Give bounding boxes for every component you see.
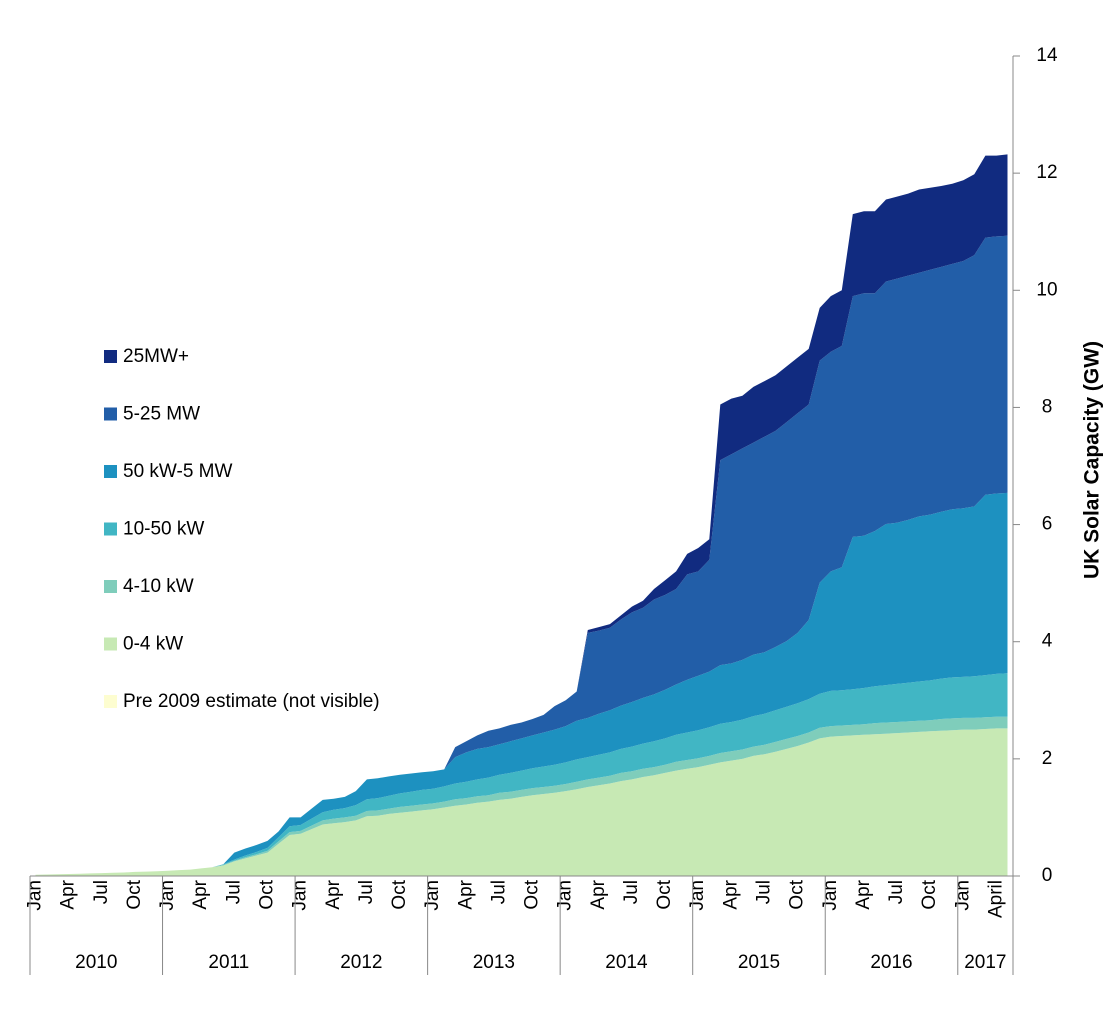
legend-label: 4-10 kW xyxy=(123,576,194,597)
legend-swatch xyxy=(104,637,117,651)
legend-swatch xyxy=(104,350,117,363)
year-label: 2011 xyxy=(208,952,249,973)
legend-swatch xyxy=(104,580,117,593)
legend-label: 0-4 kW xyxy=(123,634,183,655)
year-label: 2014 xyxy=(605,952,648,973)
x-tick-label: Apr xyxy=(588,879,609,909)
legend-swatch xyxy=(104,695,117,708)
year-label: 2017 xyxy=(964,952,1006,973)
y-tick-label: 2 xyxy=(1042,748,1053,769)
x-tick-label: Oct xyxy=(522,879,543,909)
legend-swatch xyxy=(104,522,117,536)
y-tick-label: 14 xyxy=(1036,45,1058,66)
x-tick-label: Jul xyxy=(356,880,377,904)
y-tick-label: 12 xyxy=(1036,162,1057,183)
x-tick-label: Oct xyxy=(124,879,145,909)
area xyxy=(35,154,1008,875)
area xyxy=(35,673,1008,875)
x-tick-label: Jan xyxy=(290,880,311,911)
x-tick-label: Jul xyxy=(886,880,907,904)
x-tick-label: Jul xyxy=(621,880,642,904)
x-tick-label: Jan xyxy=(687,880,708,911)
y-tick-label: 10 xyxy=(1036,279,1057,300)
x-tick-label: Apr xyxy=(58,879,79,909)
legend-label: Pre 2009 estimate (not visible) xyxy=(123,691,380,712)
area xyxy=(35,235,1008,875)
x-tick-label: Jan xyxy=(422,880,443,911)
x-tick-label: Oct xyxy=(919,879,940,909)
y-tick-label: 6 xyxy=(1042,514,1053,535)
year-label: 2015 xyxy=(738,952,780,973)
x-tick-label: Apr xyxy=(323,879,344,909)
legend-label: 50 kW-5 MW xyxy=(123,461,233,482)
x-tick-label: Apr xyxy=(720,879,741,909)
x-tick-label: Jan xyxy=(952,880,973,911)
x-tick-label: Apr xyxy=(455,879,476,909)
y-tick-label: 8 xyxy=(1042,396,1053,417)
year-label: 2012 xyxy=(340,952,382,973)
x-tick-label: Jan xyxy=(25,880,46,911)
x-tick-label: Jan xyxy=(555,880,576,911)
x-tick-label: Oct xyxy=(389,879,410,909)
x-tick-label: Apr xyxy=(190,879,211,909)
x-tick-label: Jul xyxy=(91,880,112,904)
x-tick-label: Jan xyxy=(820,880,841,911)
legend-label: 25MW+ xyxy=(123,346,189,367)
x-tick-label: Jul xyxy=(223,880,244,904)
legend-label: 10-50 kW xyxy=(123,519,204,540)
y-tick-label: 4 xyxy=(1042,631,1053,652)
x-tick-label: Oct xyxy=(787,879,808,909)
x-tick-label: Oct xyxy=(654,879,675,909)
y-axis-title: UK Solar Capacity (GW) xyxy=(1081,341,1104,579)
year-label: 2010 xyxy=(75,952,117,973)
legend-swatch xyxy=(104,407,117,421)
y-tick-label: 0 xyxy=(1042,865,1053,886)
area xyxy=(35,716,1008,875)
x-tick-label: Jul xyxy=(488,880,509,904)
area xyxy=(35,728,1008,876)
year-label: 2013 xyxy=(473,952,515,973)
x-tick-label: Jan xyxy=(157,880,178,911)
area xyxy=(35,492,1008,875)
x-tick-label: Oct xyxy=(256,879,277,909)
x-tick-label: April xyxy=(985,880,1006,918)
x-tick-label: Apr xyxy=(853,879,874,909)
legend-label: 5-25 MW xyxy=(123,404,200,425)
year-label: 2016 xyxy=(870,952,912,973)
x-tick-label: Jul xyxy=(754,880,775,904)
legend-swatch xyxy=(104,465,117,478)
